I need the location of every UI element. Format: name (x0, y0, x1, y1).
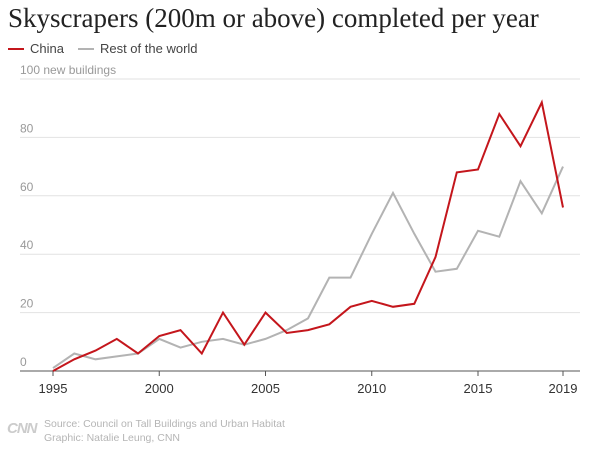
x-tick-label: 2019 (549, 381, 578, 396)
y-tick-label: 60 (20, 180, 34, 194)
x-tick-label: 2015 (464, 381, 493, 396)
x-tick-label: 2010 (357, 381, 386, 396)
cnn-logo: CNN (7, 420, 37, 437)
legend-swatch-rest (77, 47, 94, 50)
legend-item-china: China (8, 41, 64, 56)
y-top-label: 100 new buildings (20, 63, 116, 77)
y-tick-label: 40 (20, 238, 34, 252)
x-tick-label: 2005 (251, 381, 280, 396)
legend-item-rest: Rest of the world (77, 41, 198, 56)
legend-swatch-china (8, 47, 24, 50)
series-line-rest-of-world (52, 166, 564, 369)
source-text: Source: Council on Tall Buildings and Ur… (44, 418, 285, 430)
legend: China Rest of the world (8, 41, 212, 56)
chart-title: Skyscrapers (200m or above) completed pe… (8, 3, 539, 33)
x-tick-label: 2000 (145, 381, 174, 396)
x-tick-label: 1995 (39, 381, 68, 396)
graphic-credit: Graphic: Natalie Leung, CNN (44, 432, 180, 444)
y-tick-label: 80 (20, 121, 34, 135)
legend-label-china: China (30, 41, 64, 56)
y-tick-label: 0 (20, 355, 27, 369)
series-line-china (52, 99, 564, 372)
legend-label-rest: Rest of the world (99, 41, 198, 56)
y-tick-label: 20 (20, 297, 34, 311)
credits: Source: Council on Tall Buildings and Ur… (44, 417, 285, 445)
